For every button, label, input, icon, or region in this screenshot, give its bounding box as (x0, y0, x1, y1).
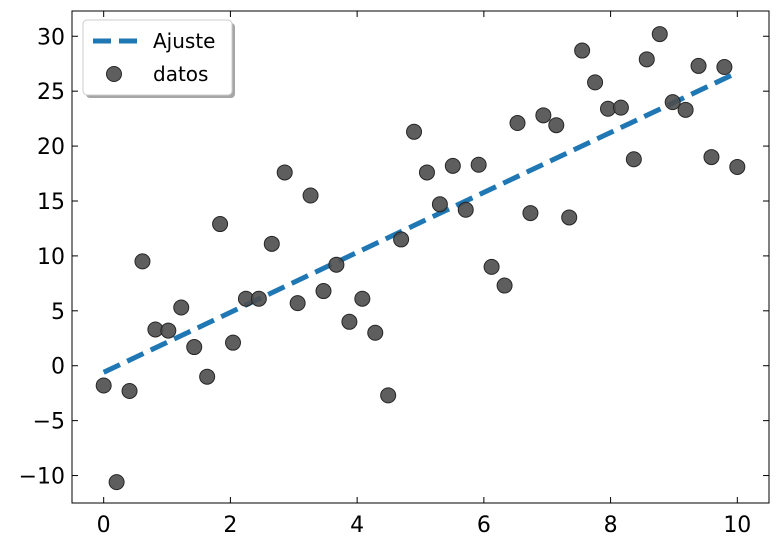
data-point (263, 235, 280, 252)
data-point (457, 201, 474, 218)
x-tick-label: 2 (223, 513, 237, 538)
legend-label-datos: datos (153, 62, 208, 86)
fit-line (102, 70, 739, 375)
data-point (522, 205, 539, 222)
data-point (302, 187, 319, 204)
data-point (393, 231, 410, 248)
data-point (367, 324, 384, 341)
data-point (470, 156, 487, 173)
x-tick-label: 8 (604, 513, 618, 538)
data-point (354, 290, 371, 307)
axes-layer: 0 2 4 6 8 10 −10 −5 0 5 10 15 20 25 30 (19, 10, 770, 538)
data-point (341, 313, 358, 330)
data-point (444, 157, 461, 174)
data-point (677, 101, 694, 118)
y-tick-label: 30 (37, 25, 65, 50)
legend-label-ajuste: Ajuste (153, 29, 215, 53)
data-point (225, 334, 242, 351)
data-point (108, 474, 125, 491)
legend: Ajuste datos (82, 19, 235, 98)
data-point (496, 277, 513, 294)
plot-layer (95, 26, 746, 491)
y-tick-label: 0 (51, 355, 65, 380)
data-point (406, 123, 423, 140)
data-point (561, 209, 578, 226)
data-point (638, 51, 655, 68)
data-point (418, 164, 435, 181)
data-point (212, 216, 229, 233)
y-tick-label: 10 (37, 245, 65, 270)
data-point (328, 256, 345, 273)
axes-frame (71, 10, 770, 504)
data-point (664, 94, 681, 111)
data-point (289, 295, 306, 312)
data-point (160, 322, 177, 339)
data-point (690, 57, 707, 74)
y-tick-label: 20 (37, 135, 65, 160)
y-tick-label: −5 (33, 410, 65, 435)
data-point (380, 387, 397, 404)
y-tick-label: 15 (37, 190, 65, 215)
data-point (587, 74, 604, 91)
data-point (276, 164, 293, 181)
data-point (625, 151, 642, 168)
x-tick-label: 0 (97, 513, 111, 538)
data-point (134, 253, 151, 270)
data-point (729, 158, 746, 175)
data-point (199, 368, 216, 385)
x-tick-label: 6 (477, 513, 491, 538)
data-point (315, 283, 332, 300)
y-tick-label: 25 (37, 80, 65, 105)
data-point (703, 149, 720, 166)
x-tick-label: 10 (723, 513, 751, 538)
y-tick-label: −10 (19, 465, 65, 490)
data-point (186, 339, 203, 356)
legend-marker-swatch (106, 66, 122, 82)
data-point (651, 26, 668, 43)
data-point (173, 299, 190, 316)
data-point (250, 290, 267, 307)
data-point (535, 107, 552, 124)
x-tick-label: 4 (350, 513, 364, 538)
y-tick-label: 5 (51, 300, 65, 325)
data-point (121, 382, 138, 399)
data-point (574, 42, 591, 59)
data-point (95, 377, 112, 394)
data-point (716, 59, 733, 76)
data-point (548, 117, 565, 134)
data-point (612, 99, 629, 116)
data-point (483, 258, 500, 275)
data-point (431, 196, 448, 213)
data-point (509, 115, 526, 132)
